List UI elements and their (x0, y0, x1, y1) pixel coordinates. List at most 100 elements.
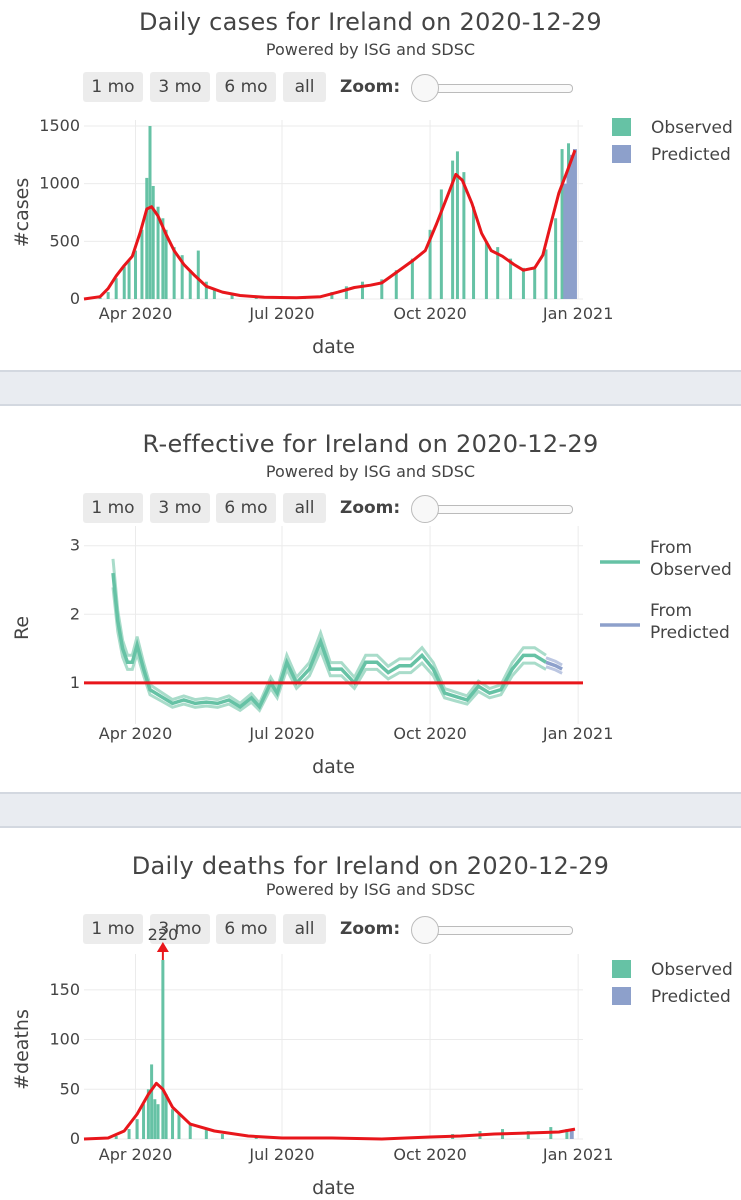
y-tick-label: 1 (70, 673, 80, 692)
observed-bar (220, 1134, 224, 1139)
deaths-range-6mo-button[interactable]: 6 mo (216, 914, 276, 944)
reff-title: R-effective for Ireland on 2020-12-29 (142, 430, 599, 458)
clipped-peak-arrowhead (156, 942, 169, 952)
observed-bar (161, 218, 165, 299)
observed-bar (177, 1114, 181, 1139)
observed-bar (560, 149, 564, 299)
observed-bar (204, 1129, 208, 1139)
reff-chart: 1 2 3 Apr 2020 Jul 2020 Oct 2020 Jan 2021 date R… (11, 526, 732, 778)
y-axis-title: Re (11, 616, 33, 640)
reff-range-1mo-button[interactable]: 1 mo (83, 493, 143, 523)
observed-bar (230, 293, 234, 299)
observed-bar (151, 185, 155, 299)
observed-bar (122, 266, 126, 299)
observed-bar (509, 258, 513, 299)
deaths-range-3mo-button[interactable]: 3 mo (150, 914, 210, 944)
observed-bar (212, 288, 216, 299)
predicted-bar (569, 154, 574, 299)
legend-predicted-label: Predicted (651, 145, 731, 165)
observed-bar (146, 1089, 150, 1139)
observed-lower-band (111, 587, 547, 713)
observed-bar (565, 1129, 569, 1139)
observed-bar (188, 270, 192, 299)
observed-bar (428, 229, 432, 299)
deaths-range-all-button[interactable]: all (283, 914, 326, 944)
panel-divider (0, 792, 741, 828)
observed-bar (484, 241, 488, 299)
x-tick-label: Jan 2021 (542, 724, 613, 743)
predicted-bar (569, 1129, 574, 1139)
y-tick-label: 0 (70, 289, 80, 308)
cases-range-6mo-button[interactable]: 6 mo (216, 72, 276, 102)
observed-bar (496, 247, 500, 299)
y-tick-label: 150 (49, 980, 80, 999)
observed-bar (127, 260, 131, 299)
observed-bar (171, 1109, 175, 1139)
cases-range-3mo-button[interactable]: 3 mo (150, 72, 210, 102)
reff-panel: R-effective for Ireland on 2020-12-29 Po… (0, 406, 741, 792)
deaths-range-1mo-button[interactable]: 1 mo (83, 914, 143, 944)
observed-bar (142, 1104, 146, 1139)
observed-bar (164, 229, 168, 299)
cases-panel: Daily cases for Ireland on 2020-12-29 Po… (0, 0, 741, 370)
y-axis-title: #deaths (11, 1009, 33, 1090)
y-tick-label: 50 (60, 1079, 80, 1098)
cases-title: Daily cases for Ireland on 2020-12-29 (138, 8, 603, 36)
cases-range-all-button[interactable]: all (283, 72, 326, 102)
legend-predicted-label: Predicted (651, 987, 731, 1007)
x-axis-title: date (312, 1177, 355, 1199)
y-tick-label: 1500 (39, 116, 80, 135)
x-tick-label: Jul 2020 (248, 1145, 314, 1164)
x-tick-label: Jul 2020 (248, 724, 314, 743)
observed-bar (180, 255, 184, 299)
reff-range-6mo-button[interactable]: 6 mo (216, 493, 276, 523)
legend-predicted-swatch (612, 145, 631, 163)
reff-range-all-button[interactable]: all (283, 493, 326, 523)
reff-zoom-handle[interactable] (411, 495, 439, 523)
observed-bar (145, 177, 149, 299)
legend-observed-label: From Observed (650, 538, 732, 580)
predicted-upper-band (545, 656, 563, 667)
y-tick-label: 100 (49, 1030, 80, 1049)
cases-chart: 0 500 1000 1500 Apr 2020 Jul 2020 Oct 2020 Jan … (11, 116, 733, 358)
y-tick-label: 3 (70, 536, 80, 555)
predicted-lower-band (545, 665, 563, 675)
x-tick-label: Jan 2021 (542, 304, 613, 323)
reff-range-3mo-button[interactable]: 3 mo (150, 493, 210, 523)
fit-line (83, 149, 577, 301)
reff-subtitle: Powered by ISG and SDSC (265, 462, 476, 481)
x-tick-label: Jul 2020 (248, 304, 314, 323)
predicted-bar (566, 172, 571, 299)
clipped-peak-label: 220 (148, 925, 179, 944)
deaths-zoom-handle[interactable] (411, 916, 439, 944)
cases-zoom-handle[interactable] (411, 74, 439, 102)
observed-bar (127, 1129, 131, 1139)
legend-predicted-label: From Predicted (650, 601, 730, 643)
observed-bar (114, 278, 118, 299)
deaths-chart: 0 50 100 150 Apr 2020 Jul 2020 Oct 2020 Jan 202… (11, 925, 733, 1199)
x-axis-title: date (312, 336, 355, 358)
legend-observed-swatch (612, 960, 631, 978)
observed-bar (153, 1099, 157, 1139)
observed-bar (161, 960, 165, 1139)
observed-bar (360, 281, 364, 299)
observed-bar (204, 281, 208, 299)
x-tick-label: Oct 2020 (393, 1145, 466, 1164)
x-tick-label: Apr 2020 (99, 1145, 172, 1164)
x-tick-label: Apr 2020 (99, 304, 172, 323)
observed-bar (98, 297, 102, 299)
cases-subtitle: Powered by ISG and SDSC (265, 40, 476, 59)
observed-bar (196, 250, 200, 299)
observed-line (111, 572, 547, 711)
observed-bar (188, 1124, 192, 1139)
observed-bar (521, 267, 525, 299)
cases-range-1mo-button[interactable]: 1 mo (83, 72, 143, 102)
x-tick-label: Apr 2020 (99, 724, 172, 743)
observed-bar (134, 250, 138, 299)
observed-bar (544, 249, 548, 299)
y-tick-label: 0 (70, 1129, 80, 1148)
observed-bar (140, 229, 144, 299)
legend-observed-swatch (612, 118, 631, 136)
observed-bar (533, 269, 537, 299)
x-axis-title: date (312, 756, 355, 778)
